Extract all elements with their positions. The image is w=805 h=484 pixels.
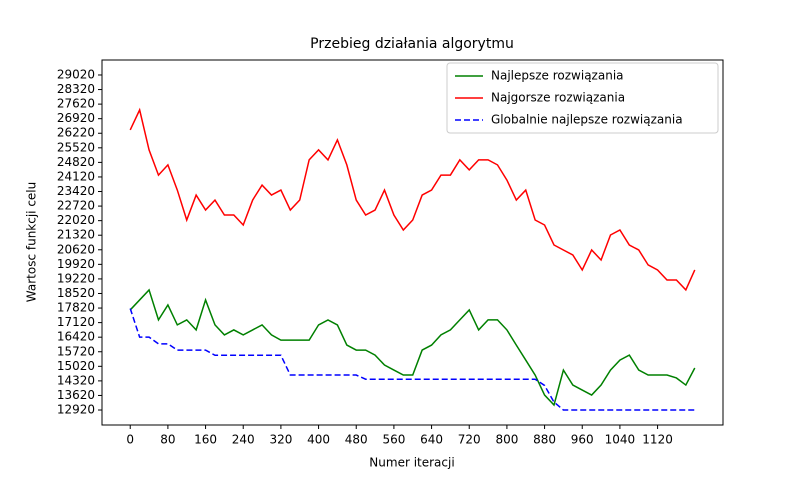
y-tick-label: 20620: [57, 242, 95, 256]
y-tick-label: 17120: [57, 315, 95, 329]
x-axis-label: Numer iteracji: [369, 456, 454, 470]
y-tick-label: 15720: [57, 344, 95, 358]
chart-title: Przebieg działania algorytmu: [310, 36, 514, 52]
y-tick-label: 24820: [57, 155, 95, 169]
series-line: [129, 308, 695, 411]
y-tick-label: 17820: [57, 301, 95, 315]
x-tick-label: 880: [533, 433, 556, 447]
x-tick-label: 960: [571, 433, 594, 447]
x-tick-label: 1120: [642, 433, 673, 447]
y-tick-label: 29020: [57, 67, 95, 81]
y-tick-label: 15020: [57, 359, 95, 373]
y-tick-label: 24120: [57, 169, 95, 183]
legend-label: Najlepsze rozwiązania: [491, 69, 624, 83]
y-tick-label: 14320: [57, 373, 95, 387]
x-tick-label: 800: [495, 433, 518, 447]
x-tick-label: 240: [232, 433, 255, 447]
y-tick-label: 19920: [57, 257, 95, 271]
series-line: [129, 288, 696, 407]
y-tick-label: 27620: [57, 97, 95, 111]
x-tick-label: 0: [126, 433, 134, 447]
legend-box: [446, 62, 719, 134]
legend-label: Globalnie najlepsze rozwiązania: [491, 113, 683, 127]
y-tick-label: 19220: [57, 271, 95, 285]
y-tick-label: 23420: [57, 184, 95, 198]
y-tick-label: 21320: [57, 228, 95, 242]
y-tick-label: 25520: [57, 140, 95, 154]
x-tick-label: 160: [194, 433, 217, 447]
y-axis-label: Wartosc funkcji celu: [25, 182, 39, 302]
x-tick-label: 400: [307, 433, 330, 447]
series-line: [129, 107, 696, 292]
y-tick-label: 12920: [57, 403, 95, 417]
y-tick-label: 13620: [57, 388, 95, 402]
plot-frame: [101, 59, 724, 426]
y-tick-label: 18520: [57, 286, 95, 300]
x-tick-label: 480: [345, 433, 368, 447]
legend-label: Najgorsze rozwiązania: [491, 91, 625, 105]
x-tick-label: 1040: [605, 433, 636, 447]
y-tick-label: 26220: [57, 126, 95, 140]
x-tick-label: 640: [420, 433, 443, 447]
y-tick-label: 22720: [57, 199, 95, 213]
y-tick-label: 22020: [57, 213, 95, 227]
y-tick-label: 16420: [57, 330, 95, 344]
x-tick-label: 720: [458, 433, 481, 447]
y-tick-label: 26920: [57, 111, 95, 125]
x-tick-label: 320: [269, 433, 292, 447]
x-tick-label: 80: [160, 433, 175, 447]
x-tick-label: 560: [382, 433, 405, 447]
y-tick-label: 28320: [57, 82, 95, 96]
